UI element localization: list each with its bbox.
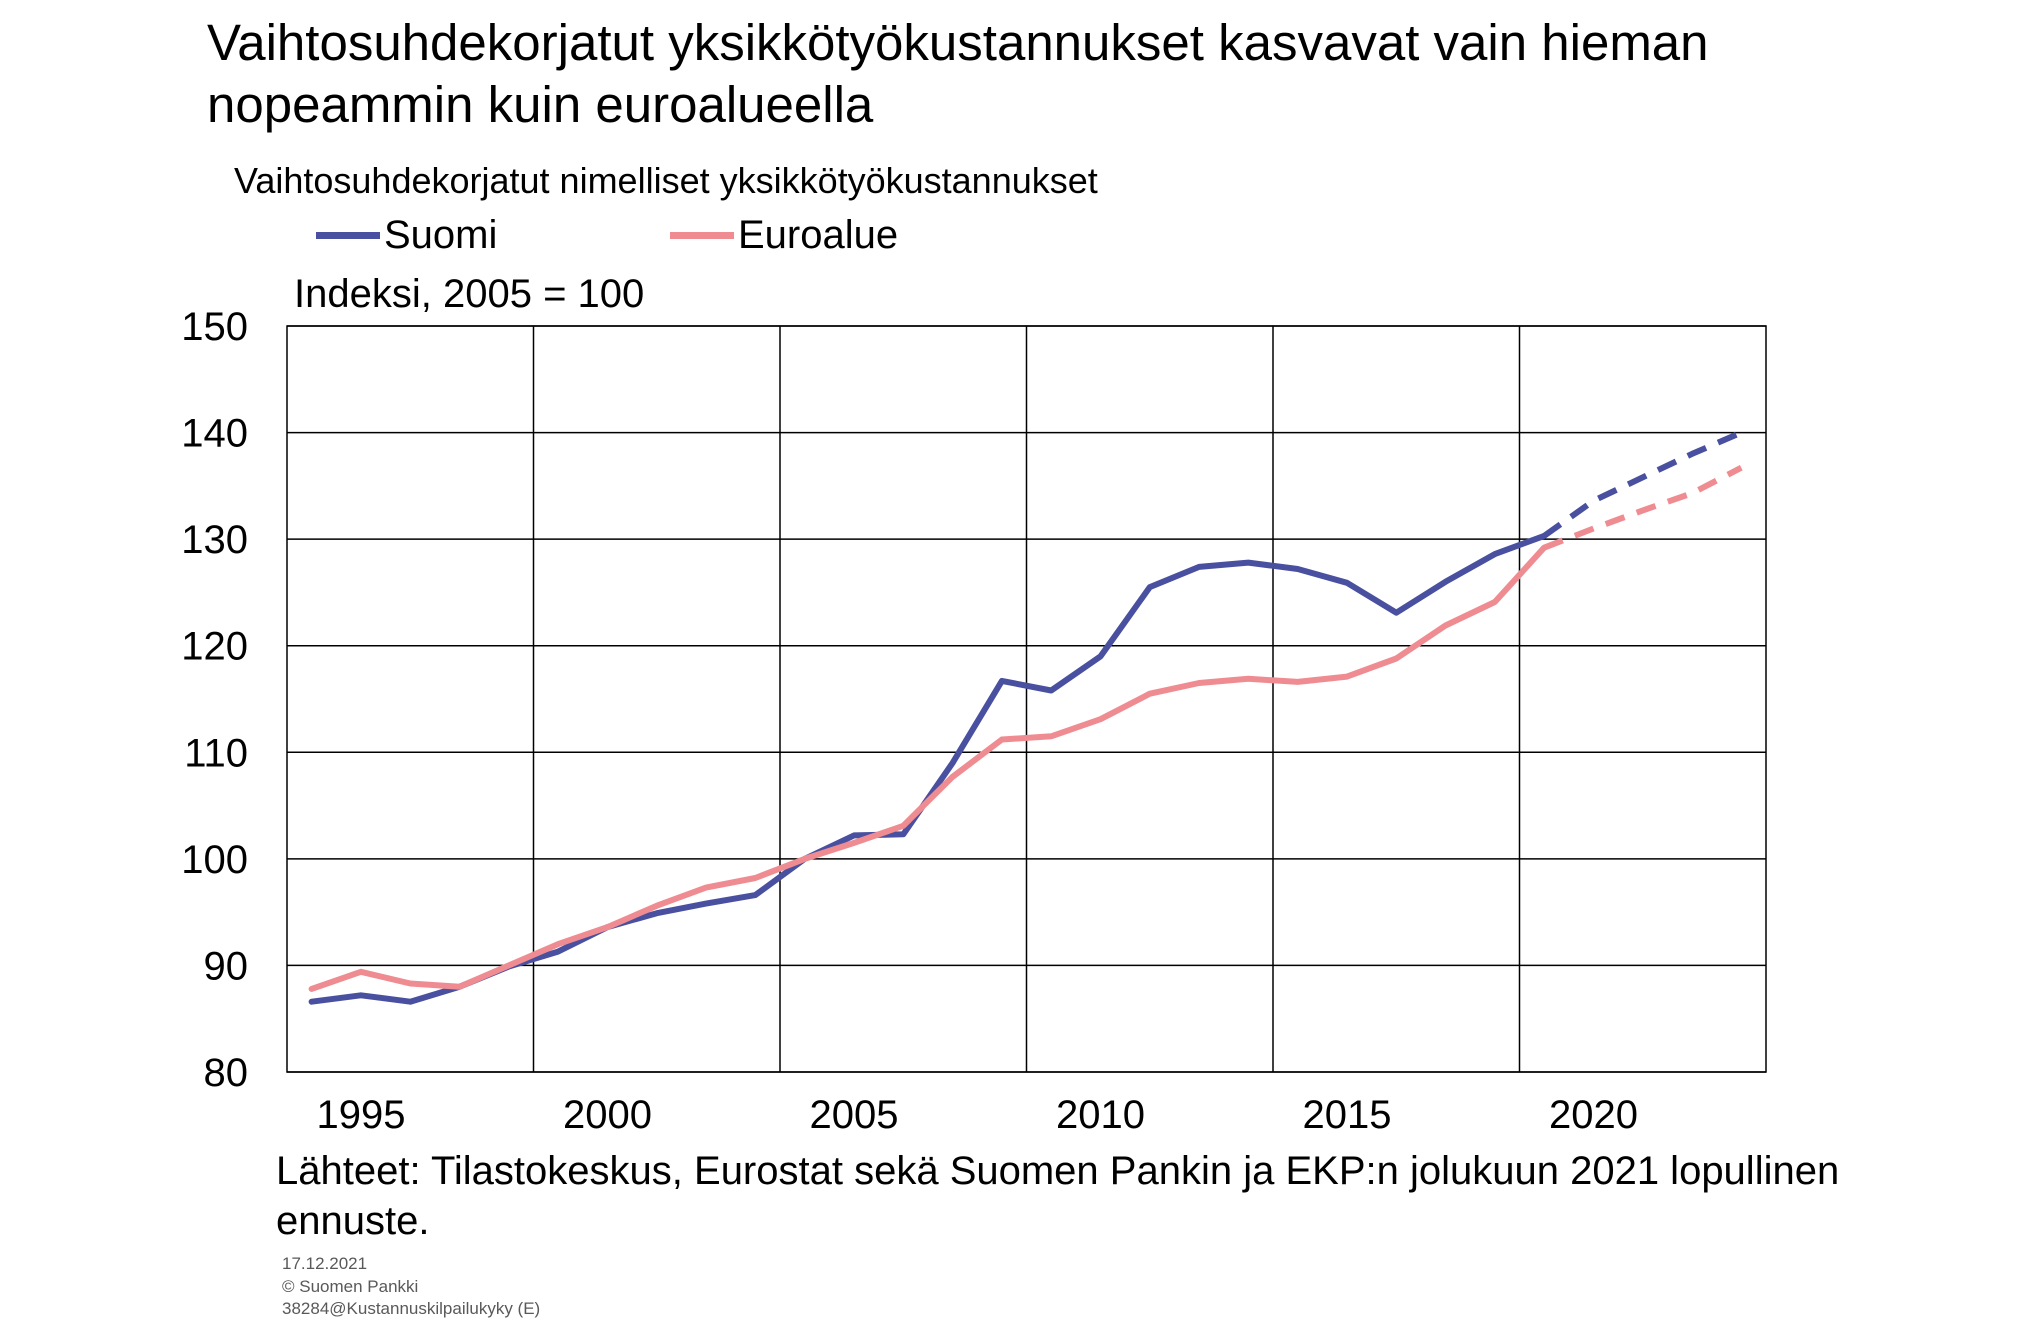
data-point-euroalue bbox=[1147, 691, 1153, 697]
data-point-euroalue bbox=[407, 981, 413, 987]
data-point-suomi bbox=[1689, 451, 1695, 457]
data-point-suomi bbox=[900, 831, 906, 837]
data-point-suomi bbox=[1344, 580, 1350, 586]
y-tick-label: 120 bbox=[181, 625, 248, 669]
data-point-suomi bbox=[703, 901, 709, 907]
data-point-suomi bbox=[1245, 560, 1251, 566]
data-point-euroalue bbox=[900, 823, 906, 829]
legend-label-euroalue: Euroalue bbox=[738, 213, 899, 257]
data-point-suomi bbox=[1147, 584, 1153, 590]
data-point-euroalue bbox=[1098, 716, 1104, 722]
data-point-euroalue bbox=[802, 856, 808, 862]
data-point-euroalue bbox=[1048, 733, 1054, 739]
chart-subtitle: Vaihtosuhdekorjatut nimelliset yksikköty… bbox=[234, 160, 1098, 201]
data-point-suomi bbox=[1541, 533, 1547, 539]
series-line-euroalue bbox=[308, 544, 1548, 992]
data-point-euroalue bbox=[1344, 674, 1350, 680]
data-point-euroalue bbox=[851, 840, 857, 846]
data-point-euroalue bbox=[703, 885, 709, 891]
data-point-suomi bbox=[1295, 566, 1301, 572]
data-point-euroalue bbox=[752, 875, 758, 881]
footer-code: 38284@Kustannuskilpailukyky (E) bbox=[282, 1299, 541, 1318]
legend-swatch-euroalue bbox=[670, 231, 734, 239]
source-note: Lähteet: Tilastokeskus, Eurostat sekä Su… bbox=[276, 1149, 1840, 1243]
plot-frame bbox=[286, 325, 1767, 1073]
data-point-euroalue bbox=[950, 774, 956, 780]
series-forecast-line-euroalue bbox=[1543, 465, 1743, 551]
legend-label-suomi: Suomi bbox=[384, 213, 498, 257]
data-point-euroalue bbox=[1591, 526, 1597, 532]
x-tick-label: 1995 bbox=[316, 1093, 405, 1137]
page-title: Vaihtosuhdekorjatut yksikkötyökustannuks… bbox=[207, 14, 1709, 133]
data-point-euroalue bbox=[1738, 465, 1744, 471]
x-tick-label: 2020 bbox=[1549, 1093, 1638, 1137]
y-tick-label: 110 bbox=[184, 731, 248, 775]
data-point-suomi bbox=[851, 832, 857, 838]
data-point-euroalue bbox=[654, 903, 660, 909]
x-tick-label: 2015 bbox=[1302, 1093, 1391, 1137]
y-tick-label: 90 bbox=[204, 944, 249, 988]
series-line-suomi bbox=[308, 532, 1548, 1005]
data-point-suomi bbox=[1048, 688, 1054, 694]
data-point-euroalue bbox=[457, 984, 463, 990]
data-point-euroalue bbox=[1443, 623, 1449, 629]
data-point-suomi bbox=[358, 992, 364, 998]
data-point-suomi bbox=[1738, 430, 1744, 436]
data-point-suomi bbox=[1098, 653, 1104, 659]
legend-item-suomi: Suomi bbox=[316, 210, 497, 260]
data-point-euroalue bbox=[1689, 490, 1695, 496]
data-point-suomi bbox=[555, 949, 561, 955]
y-tick-label: 130 bbox=[181, 518, 248, 562]
data-point-euroalue bbox=[1196, 680, 1202, 686]
data-point-suomi bbox=[1443, 579, 1449, 585]
data-point-euroalue bbox=[1492, 599, 1498, 605]
data-point-euroalue bbox=[309, 986, 315, 992]
data-point-suomi bbox=[309, 999, 315, 1005]
line-chart: 80 90 100 110 120 130 140 150 1995 2000 2005 2010 20… bbox=[181, 305, 1767, 1137]
footer-copyright: © Suomen Pankki bbox=[282, 1277, 419, 1296]
data-point-suomi bbox=[1640, 474, 1646, 480]
data-point-euroalue bbox=[1245, 676, 1251, 682]
data-point-suomi bbox=[1393, 610, 1399, 616]
data-point-euroalue bbox=[605, 924, 611, 930]
data-point-suomi bbox=[1492, 551, 1498, 557]
x-tick-label: 2005 bbox=[809, 1093, 898, 1137]
data-point-suomi bbox=[407, 999, 413, 1005]
y-axis-unit-label: Indeksi, 2005 = 100 bbox=[294, 272, 645, 316]
data-point-euroalue bbox=[1640, 507, 1646, 513]
y-tick-label: 150 bbox=[181, 305, 248, 349]
y-tick-label: 100 bbox=[181, 838, 248, 882]
footer-date: 17.12.2021 bbox=[282, 1254, 368, 1273]
data-point-euroalue bbox=[1541, 545, 1547, 551]
data-point-suomi bbox=[950, 760, 956, 766]
data-point-suomi bbox=[1196, 564, 1202, 570]
x-tick-label: 2000 bbox=[563, 1093, 652, 1137]
data-point-suomi bbox=[1591, 498, 1597, 504]
series-forecast-line-suomi bbox=[1542, 429, 1743, 539]
y-tick-label: 140 bbox=[181, 412, 248, 456]
data-point-suomi bbox=[999, 678, 1005, 684]
data-point-euroalue bbox=[506, 962, 512, 968]
data-point-euroalue bbox=[1295, 679, 1301, 685]
legend-item-euroalue: Euroalue bbox=[670, 210, 898, 260]
data-point-euroalue bbox=[358, 969, 364, 975]
legend-swatch-suomi bbox=[316, 231, 380, 239]
data-point-suomi bbox=[752, 892, 758, 898]
data-point-euroalue bbox=[555, 941, 561, 947]
y-tick-label: 80 bbox=[204, 1051, 249, 1095]
data-point-euroalue bbox=[1393, 656, 1399, 662]
data-point-suomi bbox=[654, 910, 660, 916]
data-point-euroalue bbox=[999, 737, 1005, 743]
x-tick-label: 2010 bbox=[1056, 1093, 1145, 1137]
